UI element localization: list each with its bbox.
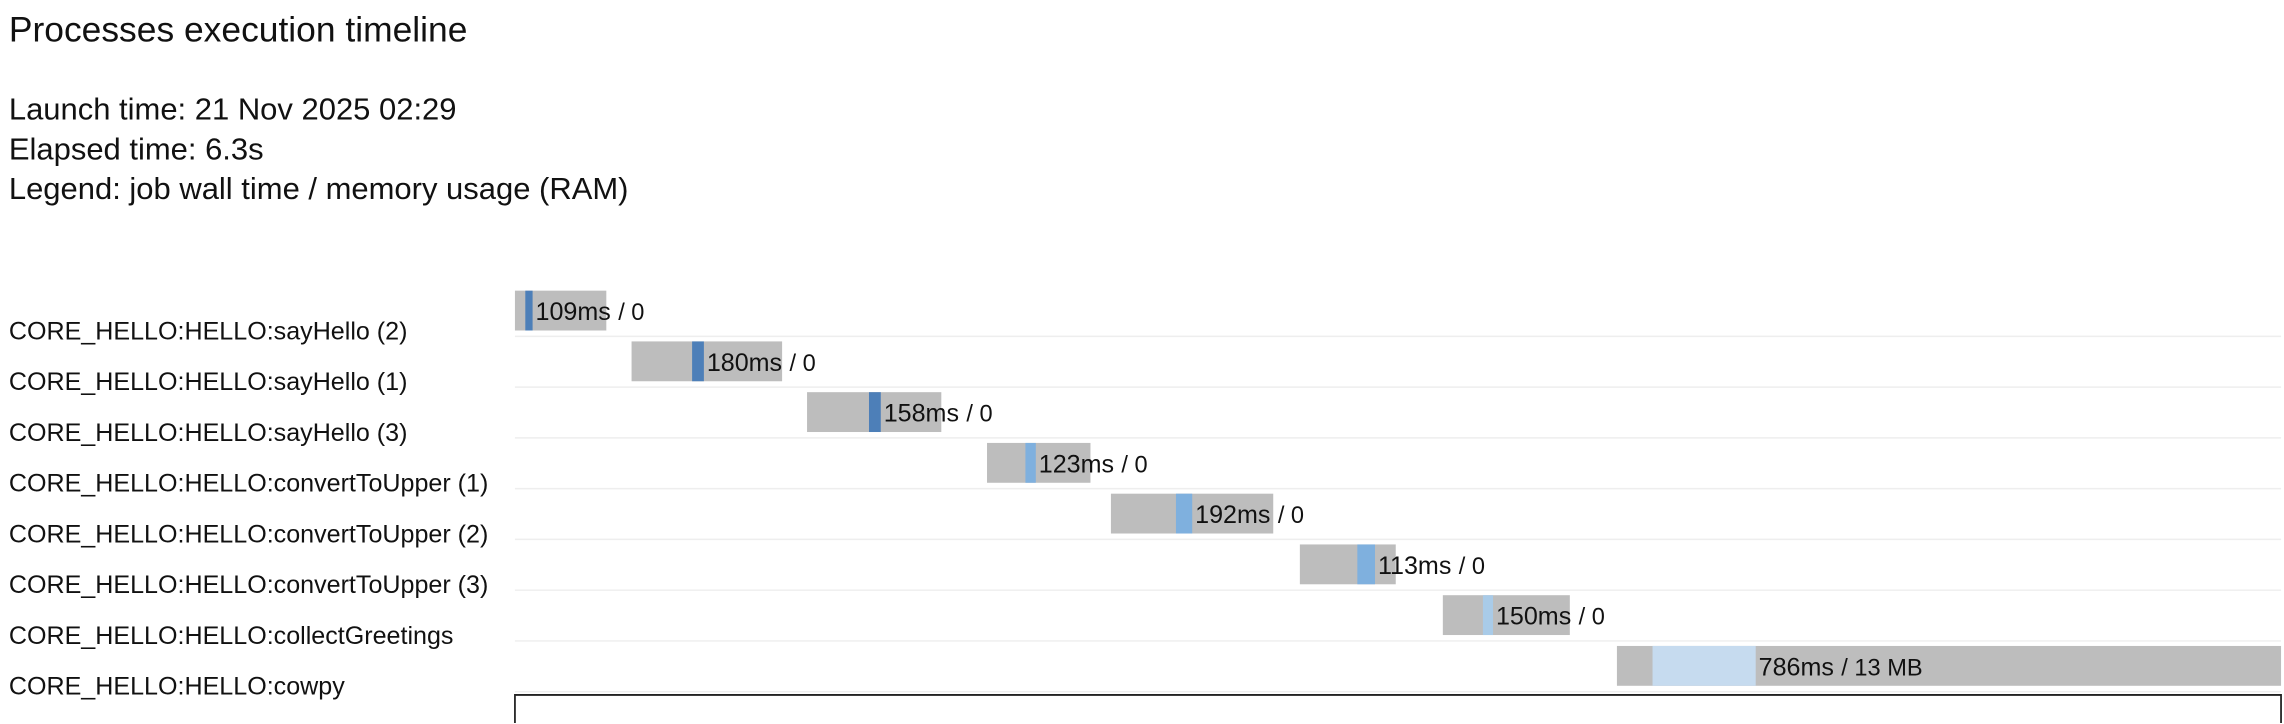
run-bar bbox=[525, 290, 533, 331]
memory: / 0 bbox=[966, 402, 992, 428]
axis-box bbox=[514, 694, 2282, 723]
memory: / 0 bbox=[789, 351, 815, 377]
task-label: CORE_HELLO:HELLO:convertToUpper (2) bbox=[9, 520, 488, 548]
wall-time: 180ms bbox=[707, 349, 782, 377]
wall-time: 158ms bbox=[884, 400, 959, 428]
title: Processes execution timeline bbox=[9, 9, 468, 49]
wall-time: 123ms bbox=[1039, 450, 1114, 478]
task-label: CORE_HELLO:HELLO:cowpy bbox=[9, 673, 345, 701]
wall-time: 786ms bbox=[1759, 653, 1834, 681]
memory: / 0 bbox=[1278, 503, 1304, 529]
run-bar bbox=[1357, 544, 1376, 585]
info-line: Legend: job wall time / memory usage (RA… bbox=[9, 171, 629, 206]
wall-time: 113ms bbox=[1378, 552, 1451, 580]
info-line: Launch time: 21 Nov 2025 02:29 bbox=[9, 92, 457, 127]
memory: / 0 bbox=[1579, 605, 1605, 631]
run-bar bbox=[868, 392, 881, 433]
task-bar bbox=[1299, 544, 1396, 585]
task-label: CORE_HELLO:HELLO:sayHello (2) bbox=[9, 317, 408, 345]
task-label: CORE_HELLO:HELLO:convertToUpper (1) bbox=[9, 470, 488, 498]
memory: / 0 bbox=[1459, 554, 1485, 580]
memory: / 13 MB bbox=[1841, 655, 1922, 681]
wall-time: 192ms bbox=[1195, 501, 1270, 529]
run-bar bbox=[1652, 645, 1756, 686]
task-label: CORE_HELLO:HELLO:sayHello (1) bbox=[9, 368, 408, 396]
task-label: CORE_HELLO:HELLO:convertToUpper (3) bbox=[9, 571, 488, 599]
memory: / 0 bbox=[1121, 452, 1147, 478]
wall-time: 150ms bbox=[1496, 603, 1571, 631]
memory: / 0 bbox=[618, 300, 644, 326]
task-bar bbox=[1442, 595, 1570, 636]
run-bar bbox=[1025, 442, 1036, 483]
run-bar bbox=[1175, 493, 1193, 534]
task-bar bbox=[987, 442, 1091, 483]
run-bar bbox=[1482, 595, 1494, 636]
task-label: CORE_HELLO:HELLO:collectGreetings bbox=[9, 622, 454, 650]
task-bar bbox=[631, 341, 783, 382]
wall-time: 109ms bbox=[536, 298, 611, 326]
info-line: Elapsed time: 6.3s bbox=[9, 131, 264, 166]
task-label: CORE_HELLO:HELLO:sayHello (3) bbox=[9, 419, 408, 447]
run-bar bbox=[692, 341, 704, 382]
